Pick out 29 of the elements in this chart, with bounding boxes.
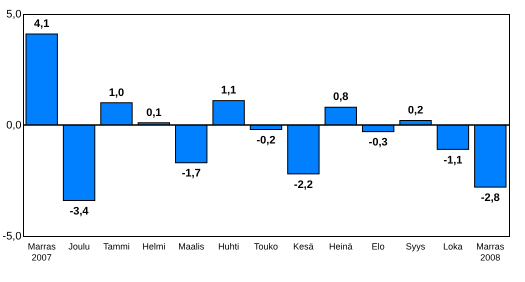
data-label: 1,1 (220, 84, 236, 97)
x-tick-label: Joulu (68, 242, 90, 252)
data-label: 4,1 (34, 18, 50, 30)
data-label: -2,2 (294, 178, 313, 191)
x-tick-label: Touko (254, 242, 278, 252)
data-label: -1,7 (182, 168, 201, 180)
x-tick-label: Marras 2008 (476, 242, 505, 262)
data-label: -0,2 (256, 134, 276, 146)
y-tick-label: -5,0 (2, 230, 22, 242)
data-label: 0,2 (408, 104, 424, 117)
data-label: 1,0 (108, 86, 124, 99)
data-label: 0,8 (333, 91, 348, 104)
data-label: 0,1 (146, 106, 162, 119)
data-label: -0,3 (368, 136, 388, 149)
data-label: -2,8 (480, 192, 500, 204)
x-tick-label: Huhti (218, 242, 240, 252)
x-tick-label: Elo (372, 242, 385, 252)
data-label: -1,1 (443, 154, 462, 166)
x-tick-label: Marras 2007 (28, 242, 56, 262)
x-tick-label: Helmi (142, 242, 166, 252)
y-tick-label: 5,0 (6, 8, 22, 20)
x-tick-label: Heinä (329, 242, 353, 252)
x-tick-label: Kesä (293, 242, 314, 252)
x-tick-label: Syys (406, 242, 426, 252)
data-label: -3,4 (70, 205, 90, 218)
x-tick-label: Loka (443, 242, 463, 252)
x-tick-label: Tammi (103, 242, 130, 252)
y-tick-label: 0,0 (6, 120, 22, 132)
x-tick-label: Maalis (178, 242, 205, 252)
